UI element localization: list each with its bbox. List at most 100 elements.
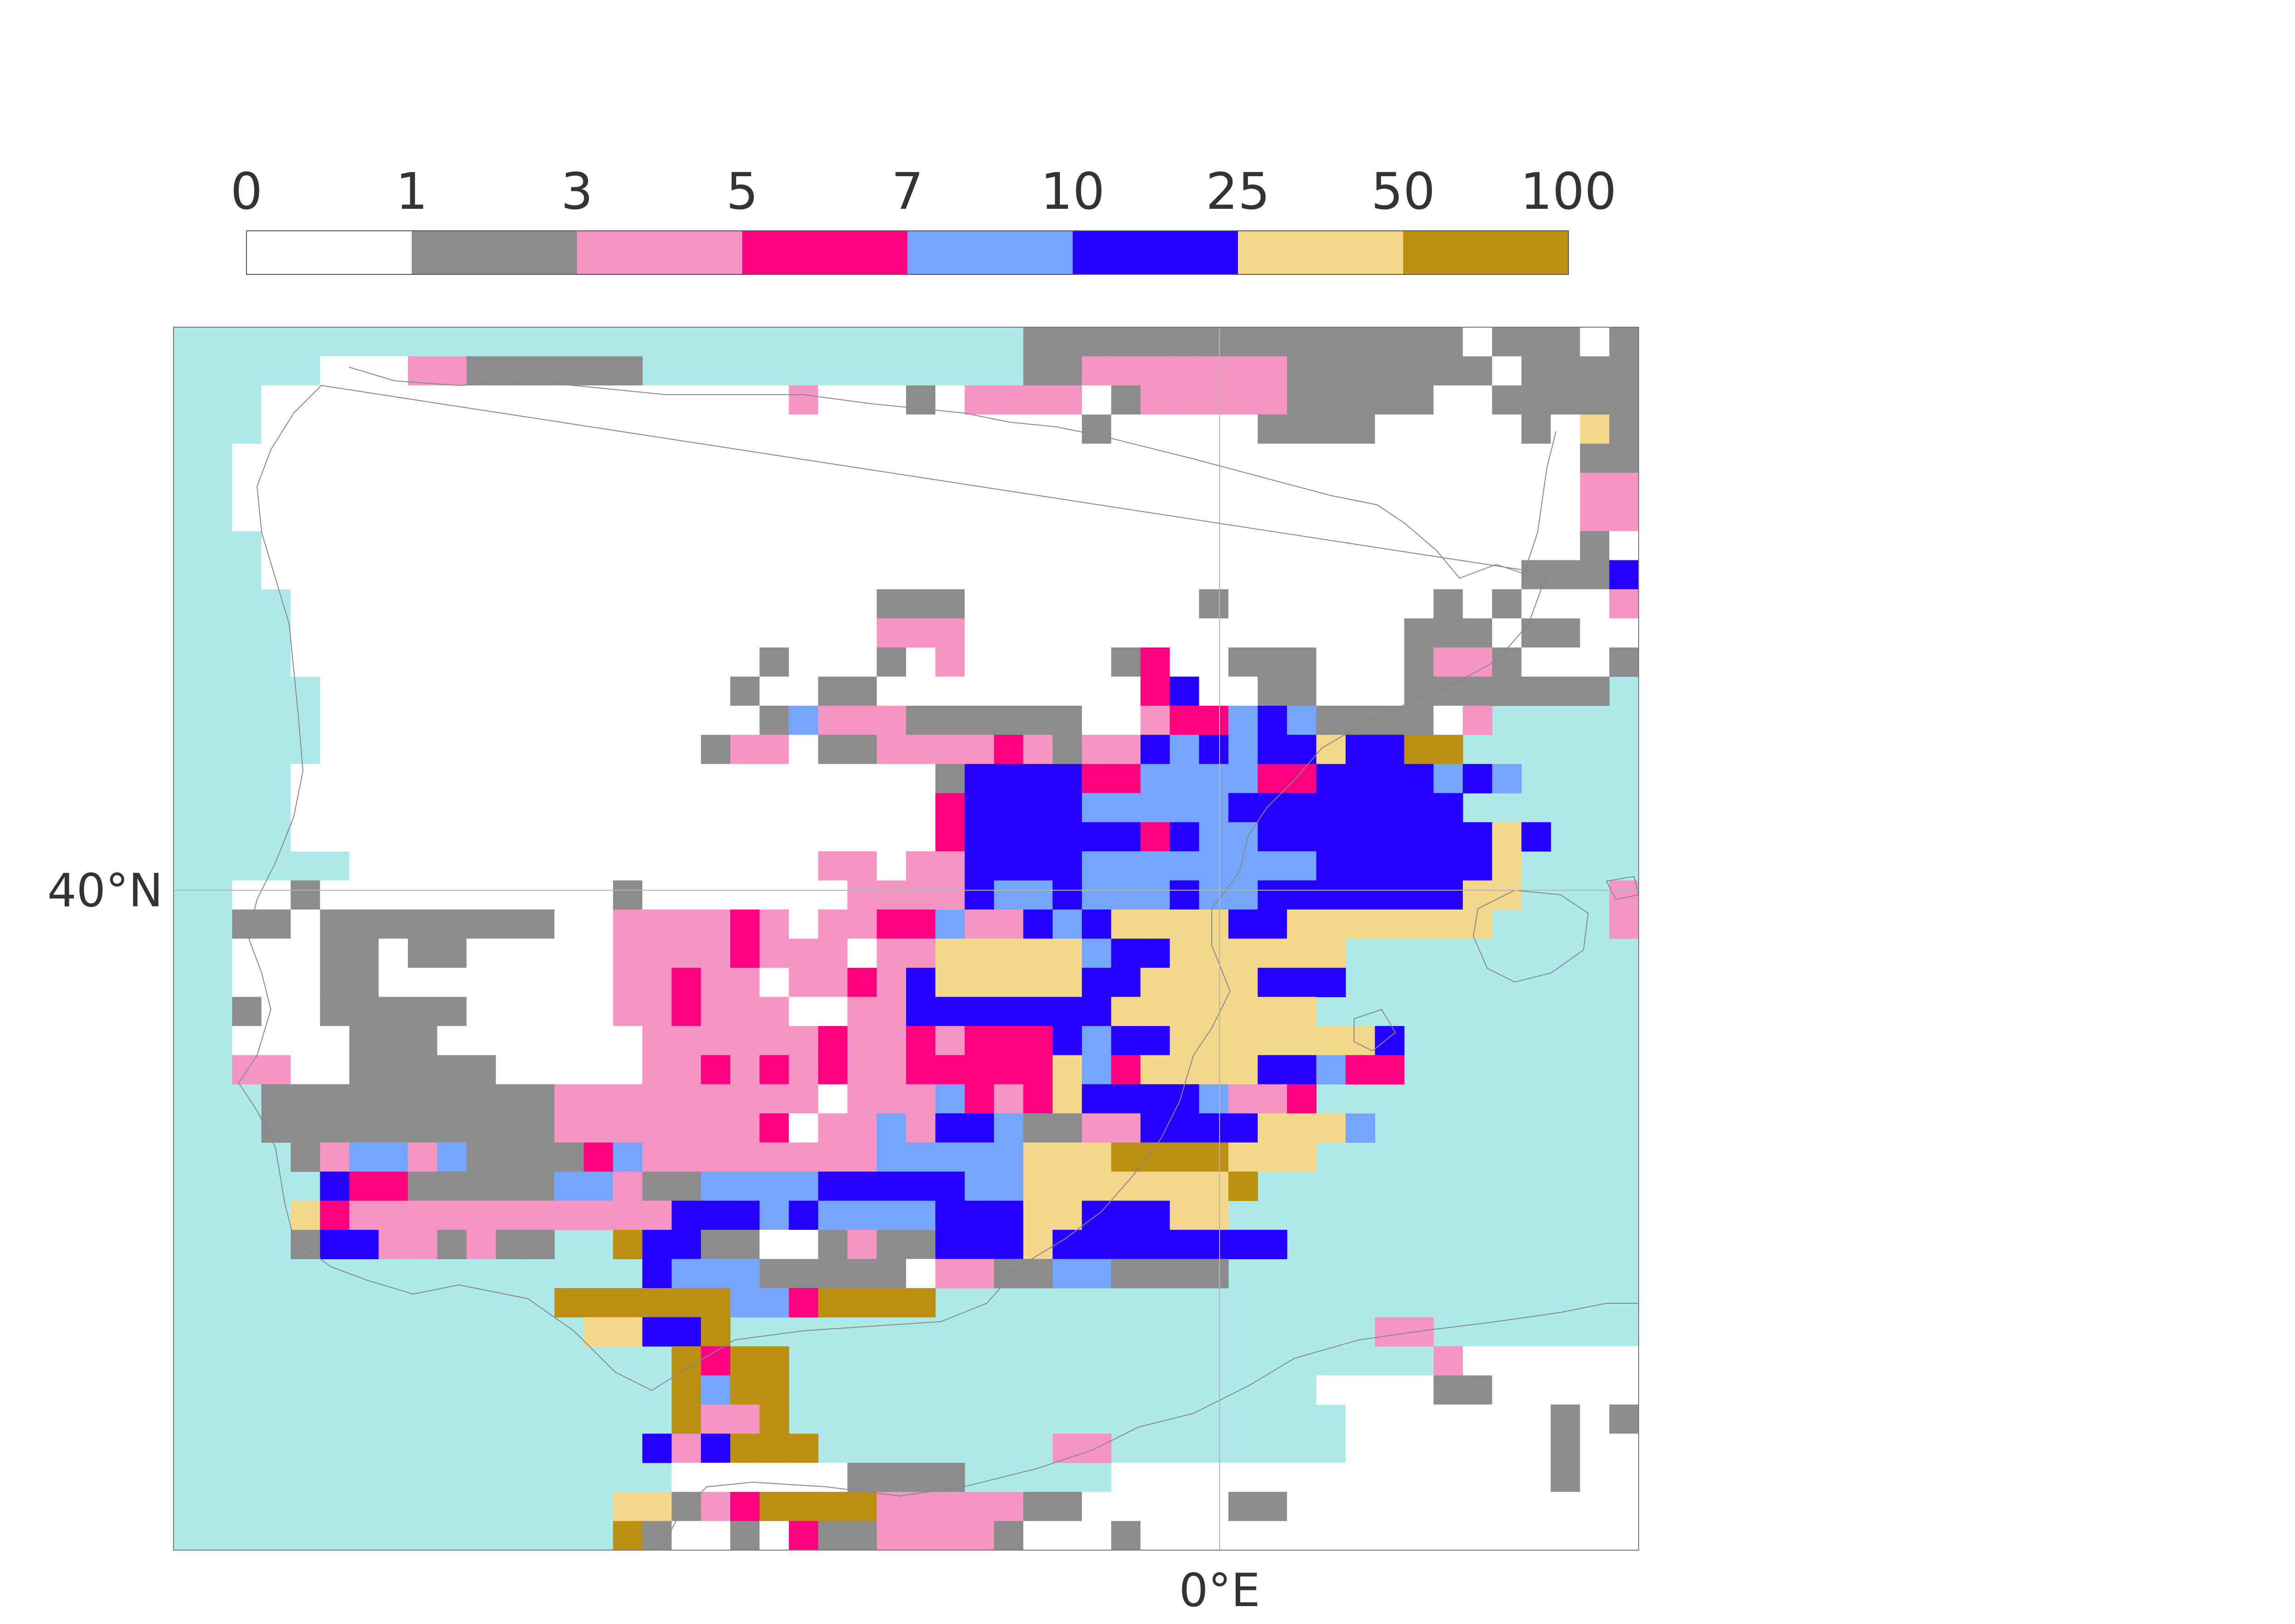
grid-cell bbox=[1609, 1404, 1639, 1434]
grid-cell bbox=[1140, 414, 1170, 444]
grid-cell bbox=[1345, 560, 1376, 590]
grid-cell bbox=[1140, 443, 1170, 473]
grid-cell bbox=[1375, 1404, 1405, 1434]
grid-cell bbox=[1404, 1317, 1434, 1347]
grid-cell bbox=[1345, 618, 1376, 648]
grid-cell bbox=[1316, 1375, 1346, 1405]
grid-cell bbox=[1170, 1462, 1199, 1492]
grid-cell bbox=[1375, 589, 1405, 619]
grid-cell bbox=[1228, 676, 1258, 706]
grid-cell bbox=[613, 764, 643, 793]
grid-cell bbox=[583, 647, 614, 677]
grid-cell bbox=[408, 1200, 438, 1230]
grid-cell bbox=[1492, 676, 1522, 706]
grid-cell bbox=[1287, 414, 1317, 444]
grid-cell bbox=[613, 822, 643, 852]
grid-cell bbox=[1287, 793, 1317, 823]
grid-cell bbox=[583, 910, 614, 939]
grid-cell bbox=[847, 967, 877, 997]
grid-cell bbox=[759, 997, 789, 1027]
grid-cell bbox=[1228, 589, 1258, 619]
grid-cell bbox=[642, 589, 672, 619]
latitude-label: 40°N bbox=[47, 864, 163, 917]
grid-cell bbox=[408, 618, 438, 648]
grid-cell bbox=[1199, 735, 1229, 765]
grid-cell bbox=[1609, 1462, 1639, 1492]
grid-cell bbox=[1580, 327, 1610, 357]
grid-cell bbox=[1052, 705, 1082, 735]
grid-cell bbox=[906, 735, 936, 765]
grid-cell bbox=[1551, 414, 1580, 444]
grid-cell bbox=[1082, 356, 1112, 386]
grid-cell bbox=[1785, 1521, 1814, 1551]
grid-cell bbox=[525, 589, 555, 619]
grid-cell bbox=[672, 764, 701, 793]
grid-cell bbox=[1052, 676, 1082, 706]
grid-cell bbox=[964, 1026, 995, 1055]
grid-cell bbox=[964, 443, 995, 473]
grid-cell bbox=[1316, 793, 1346, 823]
grid-cell bbox=[1023, 1026, 1053, 1055]
grid-cell bbox=[1228, 443, 1258, 473]
grid-cell bbox=[1228, 1084, 1258, 1114]
grid-cell bbox=[349, 414, 379, 444]
grid-cell bbox=[554, 1084, 584, 1114]
grid-cell bbox=[1433, 473, 1463, 502]
grid-cell bbox=[1052, 356, 1082, 386]
grid-cell bbox=[672, 589, 701, 619]
grid-cell bbox=[1023, 1492, 1053, 1522]
grid-cell bbox=[730, 1026, 760, 1055]
grid-cell bbox=[1052, 764, 1082, 793]
grid-cell bbox=[1199, 1521, 1229, 1550]
grid-cell bbox=[1287, 1026, 1317, 1055]
grid-cell bbox=[613, 531, 643, 561]
grid-cell bbox=[1433, 1346, 1463, 1376]
grid-cell bbox=[964, 793, 995, 823]
grid-cell bbox=[1345, 502, 1376, 531]
grid-cell bbox=[1492, 356, 1522, 386]
grid-cell bbox=[730, 938, 760, 968]
grid-cell bbox=[1023, 1230, 1053, 1260]
grid-cell bbox=[642, 1200, 672, 1230]
grid-cell bbox=[906, 618, 936, 648]
grid-cell bbox=[349, 531, 379, 561]
grid-cell bbox=[1140, 1172, 1170, 1201]
grid-cell bbox=[1140, 910, 1170, 939]
grid-cell bbox=[672, 1346, 701, 1376]
grid-cell bbox=[1521, 1462, 1551, 1492]
grid-cell bbox=[759, 1084, 789, 1114]
grid-cell bbox=[1756, 1405, 1785, 1434]
grid-cell bbox=[1433, 531, 1463, 561]
grid-cell bbox=[1609, 1346, 1639, 1376]
grid-cell bbox=[1140, 793, 1170, 823]
grid-cell bbox=[1258, 880, 1287, 910]
grid-cell bbox=[554, 473, 584, 502]
grid-cell bbox=[994, 1142, 1024, 1172]
grid-cell bbox=[1258, 822, 1287, 852]
grid-cell bbox=[701, 676, 731, 706]
grid-cell bbox=[1668, 1346, 1697, 1376]
grid-cell bbox=[1082, 764, 1112, 793]
grid-cell bbox=[1228, 1492, 1258, 1522]
grid-cell bbox=[789, 618, 819, 648]
grid-cell bbox=[320, 880, 350, 910]
grid-cell bbox=[1345, 910, 1376, 939]
grid-cell bbox=[261, 443, 291, 473]
grid-cell bbox=[349, 705, 379, 735]
grid-cell bbox=[1140, 1200, 1170, 1230]
grid-cell bbox=[701, 764, 731, 793]
grid-cell bbox=[1111, 356, 1141, 386]
grid-cell bbox=[1375, 560, 1405, 590]
grid-cell bbox=[818, 1200, 848, 1230]
grid-cell bbox=[1580, 647, 1610, 677]
grid-cell bbox=[964, 473, 995, 502]
grid-cell bbox=[1258, 676, 1287, 706]
grid-cell bbox=[349, 967, 379, 997]
grid-cell bbox=[906, 1288, 936, 1317]
grid-cell bbox=[261, 560, 291, 590]
grid-cell bbox=[232, 1055, 262, 1085]
grid-cell bbox=[1052, 443, 1082, 473]
grid-cell bbox=[320, 1084, 350, 1114]
grid-cell bbox=[437, 997, 467, 1027]
grid-cell bbox=[496, 851, 526, 881]
